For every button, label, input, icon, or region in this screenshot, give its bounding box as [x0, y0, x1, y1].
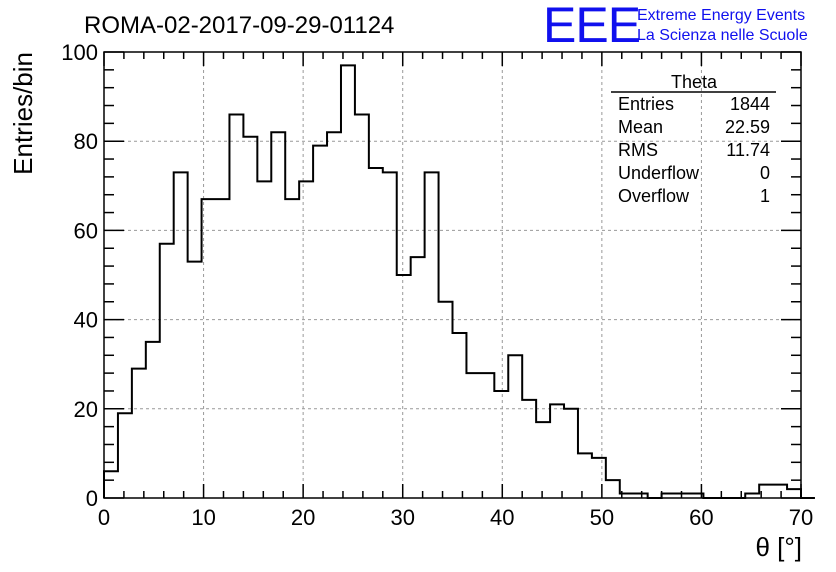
histogram-bin: [494, 391, 508, 498]
stats-label: Overflow: [618, 186, 690, 206]
stats-label: RMS: [618, 140, 658, 160]
x-tick-label: 60: [689, 505, 713, 530]
histogram-bin: [759, 485, 773, 498]
histogram-bin: [243, 137, 257, 498]
x-axis-label: θ [°]: [755, 532, 802, 562]
histogram-bin: [146, 342, 160, 498]
histogram-bin: [229, 114, 243, 498]
stats-value: 22.59: [725, 117, 770, 137]
histogram-bin: [369, 168, 383, 498]
histogram-bin: [174, 172, 188, 498]
x-tick-label: 0: [98, 505, 110, 530]
histogram-bin: [425, 172, 439, 498]
histogram-bin: [480, 373, 494, 498]
stats-value: 1844: [730, 94, 770, 114]
histogram-bin: [439, 302, 453, 498]
histogram-bin: [578, 453, 592, 498]
logo-line-2: La Scienza nelle Scuole: [637, 27, 808, 44]
y-axis-ticks: 0 20 40 60 80 100: [61, 40, 801, 511]
histogram-bin: [271, 132, 285, 498]
histogram-bin: [620, 494, 634, 498]
histogram-bin: [564, 409, 578, 498]
histogram-bin: [773, 485, 787, 498]
x-axis-ticks: 0 10 20 30 40 50 60 70: [98, 52, 813, 530]
histogram-bin: [257, 181, 271, 498]
stats-value: 0: [760, 163, 770, 183]
histogram-bin: [550, 404, 564, 498]
histogram-bin: [411, 257, 425, 498]
stats-box: Theta Entries 1844 Mean 22.59 RMS 11.74 Underf…: [611, 72, 776, 206]
y-tick-label: 40: [74, 308, 98, 333]
x-tick-label: 40: [490, 505, 514, 530]
histogram-bin: [634, 494, 648, 498]
stats-label: Entries: [618, 94, 674, 114]
eee-logo: EEE Extreme Energy Events La Scienza nel…: [543, 0, 808, 53]
histogram-bin: [689, 494, 703, 498]
histogram-bin: [676, 494, 690, 498]
stats-title: Theta: [671, 72, 718, 92]
histogram-bin: [202, 199, 216, 498]
histogram-bin: [522, 400, 536, 498]
y-tick-label: 80: [74, 129, 98, 154]
histogram-bin: [104, 471, 118, 498]
y-tick-label: 0: [86, 486, 98, 511]
histogram-bin: [216, 199, 230, 498]
plot-frame: [103, 51, 802, 499]
stats-value: 11.74: [726, 140, 770, 160]
histogram-bin: [536, 422, 550, 498]
logo-mark: EEE: [543, 0, 640, 53]
histogram-bin: [466, 373, 480, 498]
histogram-bin: [508, 355, 522, 498]
x-tick-label: 10: [191, 505, 215, 530]
histogram-bin: [299, 181, 313, 498]
histogram-bin: [383, 172, 397, 498]
histogram-bins: [104, 65, 801, 498]
y-tick-label: 20: [74, 397, 98, 422]
x-tick-label: 50: [590, 505, 614, 530]
histogram-bin: [787, 489, 801, 498]
histogram-bin: [188, 262, 202, 498]
x-tick-label: 20: [291, 505, 315, 530]
y-axis-label: Entries/bin: [8, 52, 38, 175]
histogram-bin: [745, 494, 759, 498]
histogram-bin: [592, 458, 606, 498]
histogram-bin: [118, 413, 132, 498]
histogram-bin: [453, 333, 467, 498]
run-title: ROMA-02-2017-09-29-01124: [84, 12, 394, 39]
stats-rows: Entries 1844 Mean 22.59 RMS 11.74 Underflow 0 Ov…: [618, 94, 770, 206]
y-tick-label: 100: [61, 40, 98, 65]
stats-value: 1: [760, 186, 770, 206]
histogram-bin: [313, 146, 327, 498]
x-tick-label: 70: [789, 505, 813, 530]
histogram-bin: [606, 480, 620, 498]
histogram-bin: [285, 199, 299, 498]
y-tick-label: 60: [74, 218, 98, 243]
logo-line-1: Extreme Energy Events: [637, 7, 805, 24]
histogram-line: [103, 64, 815, 499]
histogram-bin: [397, 275, 411, 498]
histogram-bin: [662, 494, 676, 498]
histogram-bin: [341, 65, 355, 498]
histogram-bin: [355, 114, 369, 498]
histogram-bin: [327, 132, 341, 498]
histogram-bin: [132, 369, 146, 498]
stats-label: Underflow: [618, 163, 700, 183]
stats-label: Mean: [618, 117, 663, 137]
histogram-bin: [160, 244, 174, 498]
x-tick-label: 30: [390, 505, 414, 530]
